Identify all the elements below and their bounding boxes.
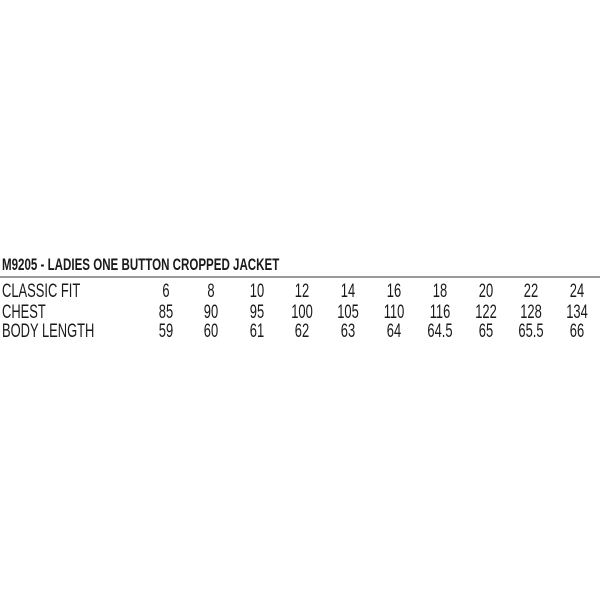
table-cell: 95	[249, 302, 265, 323]
row-label: CLASSIC FIT	[2, 281, 81, 302]
divider	[0, 276, 600, 278]
page-title: M9205 - LADIES ONE BUTTON CROPPED JACKET	[2, 255, 280, 274]
table-cell: 134	[566, 302, 588, 323]
table-cell: 63	[340, 321, 356, 342]
size-header-cell: 22	[523, 281, 539, 302]
table-cell: 105	[337, 302, 359, 323]
size-header-cell: 8	[207, 281, 215, 302]
size-header-cell: 14	[340, 281, 356, 302]
table-cell: 61	[249, 321, 265, 342]
table-cell: 128	[520, 302, 542, 323]
size-header-cell: 20	[478, 281, 494, 302]
table-cell: 85	[158, 302, 174, 323]
table-cell: 59	[158, 321, 174, 342]
table-cell: 116	[429, 302, 451, 323]
size-header-cell: 16	[386, 281, 402, 302]
row-label: CHEST	[2, 302, 46, 323]
table-row: CHEST 85 90 95 100 105 110 116 122 128 134	[0, 302, 600, 323]
table-cell: 100	[291, 302, 313, 323]
size-header-cell: 24	[569, 281, 585, 302]
table-cell: 66	[569, 321, 585, 342]
table-cell: 62	[294, 321, 310, 342]
size-header-cell: 6	[162, 281, 170, 302]
table-cell: 64.5	[427, 321, 453, 342]
row-label: BODY LENGTH	[2, 321, 95, 342]
table-cell: 60	[203, 321, 219, 342]
size-header-cell: 12	[294, 281, 310, 302]
size-header-cell: 18	[432, 281, 448, 302]
table-cell: 90	[203, 302, 219, 323]
table-cell: 65	[478, 321, 494, 342]
table-cell: 122	[475, 302, 497, 323]
table-header-row: CLASSIC FIT 6 8 10 12 14 16 18 20 22 24	[0, 281, 600, 302]
table-row: BODY LENGTH 59 60 61 62 63 64 64.5 65 65.5 66	[0, 321, 600, 342]
table-cell: 64	[386, 321, 402, 342]
size-header-cell: 10	[249, 281, 265, 302]
table-cell: 65.5	[518, 321, 544, 342]
table-cell: 110	[383, 302, 405, 323]
